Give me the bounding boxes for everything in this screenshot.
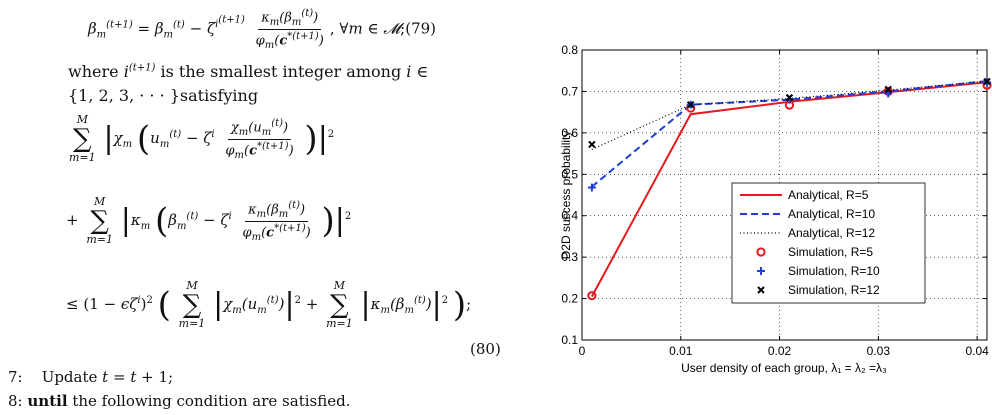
point-simulation-r-12: [884, 85, 892, 94]
point-simulation-r-12-b: [686, 100, 695, 109]
paragraph-where-line-2: {1, 2, 3, · · · }satisfying: [68, 86, 259, 105]
algorithm-step-8: 8: until the following condition are sat…: [8, 392, 351, 410]
legend-swatch-simulation-r-10: [757, 267, 765, 275]
x-tick-label: 0.01: [669, 344, 693, 358]
legend-label-analytical-r-12: Analytical, R=12: [788, 226, 875, 240]
y-tick-label: 0.1: [561, 333, 578, 347]
point-simulation-r-12: [983, 77, 991, 86]
point-simulation-r-12: [785, 93, 794, 102]
point-simulation-r-5: [587, 291, 597, 301]
y-tick-label: 0.7: [561, 84, 578, 98]
x-tick-label: 0.03: [867, 344, 891, 358]
y-tick-label: 0.2: [561, 292, 578, 306]
point-simulation-r-12: [588, 140, 596, 149]
y-tick-label: 0.6: [561, 126, 578, 140]
equation-80-line-3: ≤ (1 − ϵζi)2 ( M ∑ m=1 |χm(um(t))|2 + M ∑ m=…: [66, 279, 472, 330]
legend-swatch-simulation-r-12: [757, 286, 765, 294]
x-tick-label: 0.04: [965, 344, 989, 358]
x-tick-label: 0.02: [768, 344, 792, 358]
point-simulation-r-12-b: [884, 85, 892, 94]
point-simulation-r-12-b: [588, 140, 596, 149]
x-axis-label: User density of each group, λ₁ = λ₂ =λ₃: [681, 361, 887, 375]
algorithm-step-7: 7: Update t = t + 1;: [8, 368, 174, 386]
equation-80-line-1: M ∑ m=1 |χm (um(t) − ζi χm(um(t)) φm(c*(t+1…: [69, 113, 335, 164]
series-line-analytical-r-12: [591, 80, 988, 150]
legend-box: [731, 182, 926, 304]
point-simulation-r-12-b: [983, 77, 991, 86]
legend-swatch-simulation-r-12-b: [757, 286, 765, 294]
equation-80-line-2: + M ∑ m=1 |κm (βm(t) − ζi κm(βm(t)) φm(c*(t…: [66, 195, 352, 246]
y-tick-label: 0.4: [561, 209, 578, 223]
plot-area: [581, 49, 988, 341]
chart-markers: [587, 77, 992, 301]
legend-swatch-simulation-r-5: [756, 247, 766, 257]
legend-label-simulation-r-10: Simulation, R=10: [788, 264, 880, 278]
legend-label-simulation-r-5: Simulation, R=5: [788, 245, 873, 259]
legend-label-analytical-r-5: Analytical, R=5: [788, 188, 869, 202]
point-simulation-r-10: [587, 183, 596, 192]
legend-label-simulation-r-12: Simulation, R=12: [788, 283, 880, 297]
chart: 0 0.01 0.02 0.03 0.04 0.1 0.2 0.3 0.4 0.5 0.6 0.7 0.…: [559, 43, 992, 375]
y-tick-label: 0.3: [561, 250, 578, 264]
chart-legend: Analytical, R=5 Analytical, R=10 Analytica…: [731, 182, 926, 304]
y-tick-label: 0.5: [561, 167, 578, 181]
paragraph-where: where i(t+1) is the smallest integer amo…: [68, 62, 429, 81]
y-axis-label: D2D success probability: [559, 131, 573, 260]
equation-number-79: (79): [405, 19, 437, 38]
chart-ticks: 0 0.01 0.02 0.03 0.04 0.1 0.2 0.3 0.4 0.5 0.6 0.7 0.…: [561, 43, 989, 358]
point-simulation-r-10: [884, 89, 893, 98]
x-tick-label: 0: [579, 344, 586, 358]
point-simulation-r-12-b: [785, 93, 794, 102]
point-simulation-r-12: [686, 100, 695, 109]
equation-79: βm(t+1) = βm(t) − ζi(t+1) κm(βm(t)) φm(c*…: [88, 8, 437, 51]
y-tick-label: 0.8: [561, 43, 578, 57]
equation-number-80: (80): [470, 340, 501, 358]
legend-label-analytical-r-10: Analytical, R=10: [788, 207, 875, 221]
